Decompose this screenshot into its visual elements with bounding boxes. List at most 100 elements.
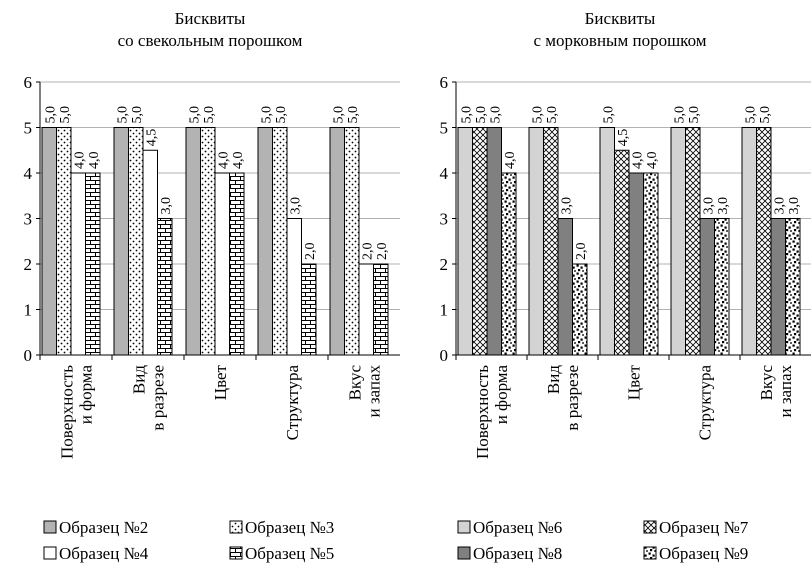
data-label: 2,0 bbox=[360, 243, 375, 261]
data-label: 5,0 bbox=[672, 106, 687, 124]
bar bbox=[200, 127, 216, 356]
y-tick-label: 6 bbox=[24, 73, 33, 92]
bar bbox=[329, 127, 345, 356]
data-label: 5,0 bbox=[259, 106, 274, 124]
y-tick-label: 5 bbox=[24, 119, 33, 138]
bar bbox=[358, 263, 374, 356]
data-label: 2,0 bbox=[375, 243, 390, 261]
y-tick-label: 1 bbox=[24, 301, 33, 320]
data-label: 5,0 bbox=[545, 106, 560, 124]
bar bbox=[85, 172, 101, 356]
data-label: 5,0 bbox=[743, 106, 758, 124]
bar bbox=[528, 127, 544, 356]
data-label: 4,5 bbox=[616, 129, 631, 147]
legend-swatch bbox=[229, 520, 243, 534]
bar bbox=[614, 149, 630, 356]
y-tick-label: 0 bbox=[440, 346, 449, 365]
legend-swatch bbox=[457, 520, 471, 534]
bar bbox=[344, 127, 360, 356]
bar bbox=[572, 263, 588, 356]
category-label: Структура bbox=[696, 365, 715, 441]
bar bbox=[56, 127, 72, 356]
legend-carrot: Образец №6 Образец №7 Образец №8 Образец №9 bbox=[457, 518, 749, 563]
bar bbox=[457, 127, 473, 356]
legend-swatch bbox=[643, 546, 657, 560]
category-label: Видв разрезе bbox=[544, 365, 582, 431]
y-tick-label: 3 bbox=[24, 210, 33, 229]
bar bbox=[286, 218, 302, 356]
bar bbox=[157, 218, 173, 356]
data-label: 4,0 bbox=[630, 152, 645, 170]
data-label: 5,0 bbox=[115, 106, 130, 124]
bar bbox=[257, 127, 273, 356]
y-tick-label: 0 bbox=[24, 346, 33, 365]
y-tick-label: 2 bbox=[24, 255, 33, 274]
data-label: 3,0 bbox=[716, 197, 731, 215]
data-label: 5,0 bbox=[459, 106, 474, 124]
category-label: Цвет bbox=[211, 364, 230, 400]
legend-beet: Образец №2 Образец №3 Образец №4 Образец №5 bbox=[43, 518, 334, 563]
category-label: Цвет bbox=[625, 364, 644, 400]
y-tick-label: 4 bbox=[440, 164, 449, 183]
legend-label: Образец №6 bbox=[473, 518, 562, 537]
category-label: Вкуси запах bbox=[346, 365, 384, 418]
data-label: 3,0 bbox=[772, 197, 787, 215]
data-label: 5,0 bbox=[530, 106, 545, 124]
data-label: 5,0 bbox=[187, 106, 202, 124]
bar bbox=[486, 127, 502, 356]
chart-title: Бисквиты со свекольным порошком bbox=[118, 9, 303, 50]
legend-swatch bbox=[643, 520, 657, 534]
bar bbox=[685, 127, 701, 356]
bar bbox=[113, 127, 129, 356]
data-label: 4,0 bbox=[231, 152, 246, 170]
y-tick-label: 4 bbox=[24, 164, 33, 183]
bar bbox=[229, 172, 245, 356]
legend-swatch bbox=[229, 546, 243, 560]
bar bbox=[272, 127, 288, 356]
bar bbox=[128, 127, 144, 356]
data-label: 5,0 bbox=[130, 106, 145, 124]
bar bbox=[214, 172, 230, 356]
data-label: 5,0 bbox=[601, 106, 616, 124]
legend-swatch bbox=[43, 546, 57, 560]
data-label: 5,0 bbox=[474, 106, 489, 124]
legend-label: Образец №7 bbox=[659, 518, 749, 537]
data-label: 3,0 bbox=[159, 197, 174, 215]
data-label: 4,0 bbox=[72, 152, 87, 170]
data-label: 4,0 bbox=[503, 152, 518, 170]
bar bbox=[628, 172, 644, 356]
category-label: Вкуси запах bbox=[757, 365, 795, 418]
category-label: Структура bbox=[283, 365, 302, 441]
bar bbox=[599, 127, 615, 356]
data-label: 3,0 bbox=[559, 197, 574, 215]
data-label: 5,0 bbox=[331, 106, 346, 124]
category-label: Поверхностьи форма bbox=[473, 365, 511, 459]
bar bbox=[785, 218, 801, 356]
bar bbox=[699, 218, 715, 356]
data-label: 5,0 bbox=[202, 106, 217, 124]
y-tick-label: 2 bbox=[440, 255, 449, 274]
bar bbox=[557, 218, 573, 356]
legend-label: Образец №4 bbox=[59, 544, 149, 563]
data-label: 5,0 bbox=[687, 106, 702, 124]
bar bbox=[472, 127, 488, 356]
bar bbox=[741, 127, 757, 356]
category-label: Видв разрезе bbox=[130, 365, 168, 431]
bar bbox=[714, 218, 730, 356]
legend-label: Образец №3 bbox=[245, 518, 334, 537]
chart-beet: Бисквиты со свекольным порошком 0 1 2 3 4 5 6 5,0… bbox=[24, 9, 400, 459]
data-label: 5,0 bbox=[43, 106, 58, 124]
data-label: 5,0 bbox=[274, 106, 289, 124]
data-label: 5,0 bbox=[758, 106, 773, 124]
category-label: Поверхностьи форма bbox=[58, 365, 96, 459]
data-label: 3,0 bbox=[288, 197, 303, 215]
legend-swatch bbox=[43, 520, 57, 534]
data-label: 4,5 bbox=[144, 129, 159, 147]
bar bbox=[70, 172, 86, 356]
bar bbox=[756, 127, 772, 356]
legend-label: Образец №5 bbox=[245, 544, 334, 563]
data-label: 4,0 bbox=[216, 152, 231, 170]
bar bbox=[770, 218, 786, 356]
